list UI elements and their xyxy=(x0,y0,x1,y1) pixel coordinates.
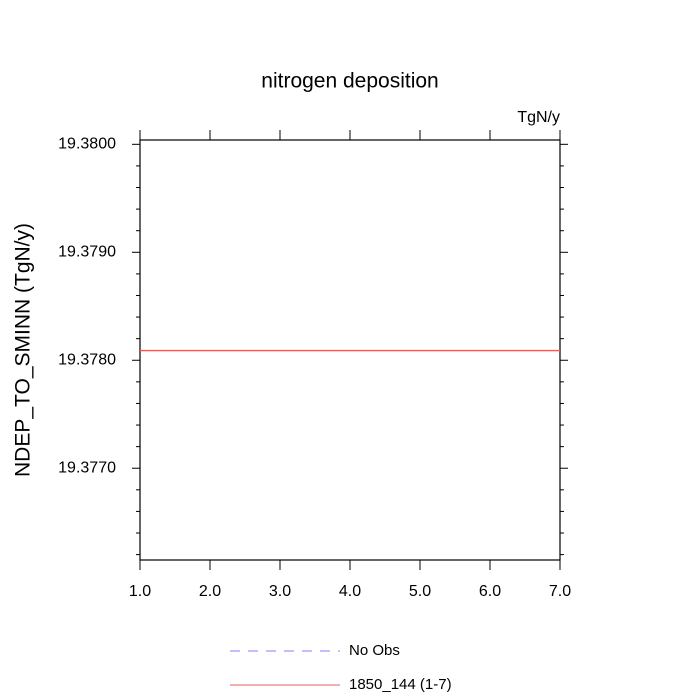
y-tick-label: 19.3770 xyxy=(58,459,116,476)
x-tick-label: 5.0 xyxy=(409,583,431,600)
chart-title: nitrogen deposition xyxy=(261,70,438,93)
legend-label: 1850_144 (1-7) xyxy=(349,676,452,693)
y-tick-label: 19.3800 xyxy=(58,136,116,153)
x-tick-label: 1.0 xyxy=(129,583,151,600)
x-tick-label: 6.0 xyxy=(479,583,501,600)
x-tick-label: 7.0 xyxy=(549,583,571,600)
x-tick-label: 4.0 xyxy=(339,583,361,600)
x-tick-label: 2.0 xyxy=(199,583,221,600)
legend-label: No Obs xyxy=(349,642,400,659)
x-tick-label: 3.0 xyxy=(269,583,291,600)
units-annotation: TgN/y xyxy=(517,109,560,126)
y-axis-label: NDEP_TO_SMINN (TgN/y) xyxy=(12,223,35,477)
y-tick-label: 19.3780 xyxy=(58,351,116,368)
y-tick-label: 19.3790 xyxy=(58,244,116,261)
